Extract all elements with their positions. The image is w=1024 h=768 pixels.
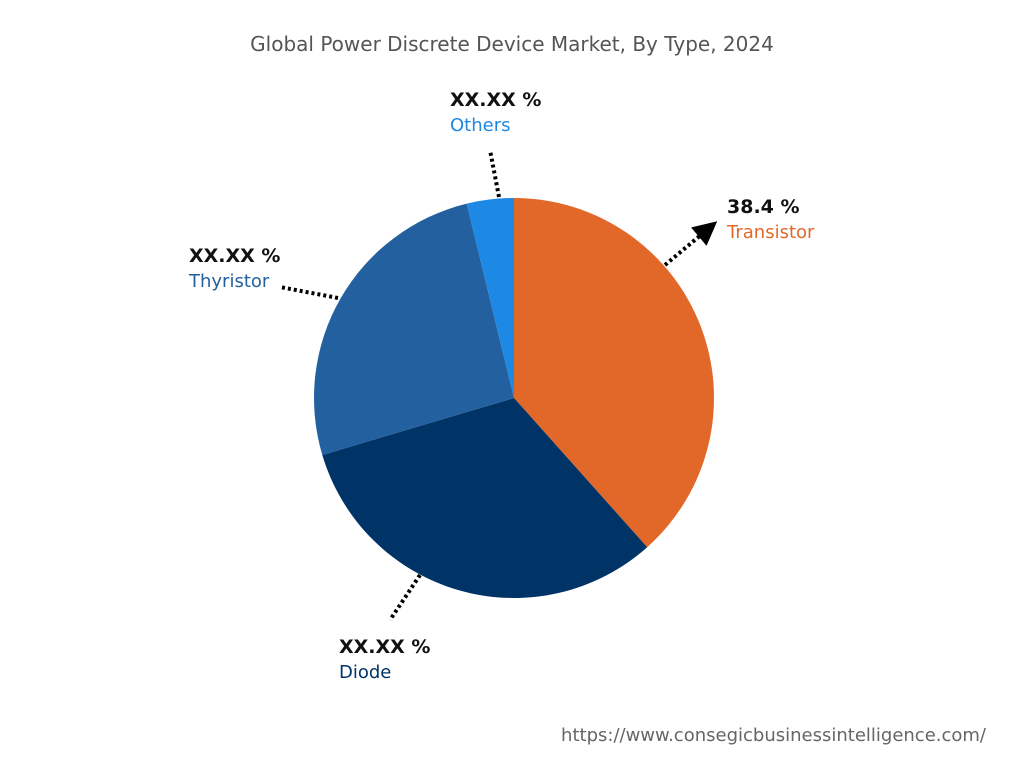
leader-diode (388, 573, 422, 622)
value-label-transistor: 38.4 % (727, 196, 800, 218)
leader-others (488, 149, 501, 198)
category-label-diode: Diode (339, 662, 392, 683)
leader-thyristor (279, 285, 339, 300)
label-others: XX.XX % Others (450, 88, 541, 138)
label-thyristor: XX.XX % Thyristor (189, 244, 280, 294)
slice-thyristor (314, 203, 514, 456)
label-diode: XX.XX % Diode (339, 635, 430, 685)
category-label-thyristor: Thyristor (189, 271, 270, 292)
value-label-diode: XX.XX % (339, 636, 431, 658)
value-label-thyristor: XX.XX % (189, 245, 281, 267)
chart-title: Global Power Discrete Device Market, By … (250, 32, 774, 56)
category-label-transistor: Transistor (727, 222, 815, 243)
label-transistor: 38.4 % Transistor (727, 195, 814, 245)
leader-transistor (663, 221, 718, 267)
slice-diode (322, 398, 648, 599)
category-label-others: Others (450, 115, 511, 136)
source-url[interactable]: https://www.consegicbusinessintelligence… (561, 725, 986, 746)
slice-transistor (514, 198, 714, 548)
slice-others (466, 198, 514, 398)
value-label-others: XX.XX % (450, 89, 542, 111)
